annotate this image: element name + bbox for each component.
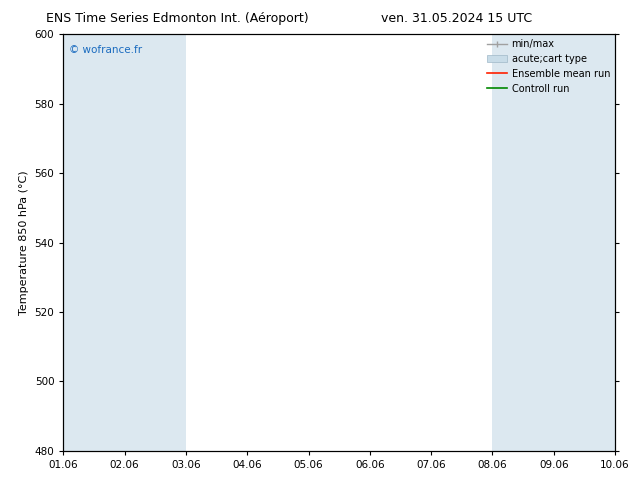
Bar — [493, 34, 615, 451]
Text: ENS Time Series Edmonton Int. (Aéroport): ENS Time Series Edmonton Int. (Aéroport) — [46, 12, 309, 25]
Text: © wofrance.fr: © wofrance.fr — [69, 45, 142, 55]
Legend: min/max, acute;cart type, Ensemble mean run, Controll run: min/max, acute;cart type, Ensemble mean … — [488, 39, 610, 94]
Text: ven. 31.05.2024 15 UTC: ven. 31.05.2024 15 UTC — [381, 12, 532, 25]
Y-axis label: Temperature 850 hPa (°C): Temperature 850 hPa (°C) — [19, 170, 29, 315]
Bar — [63, 34, 186, 451]
